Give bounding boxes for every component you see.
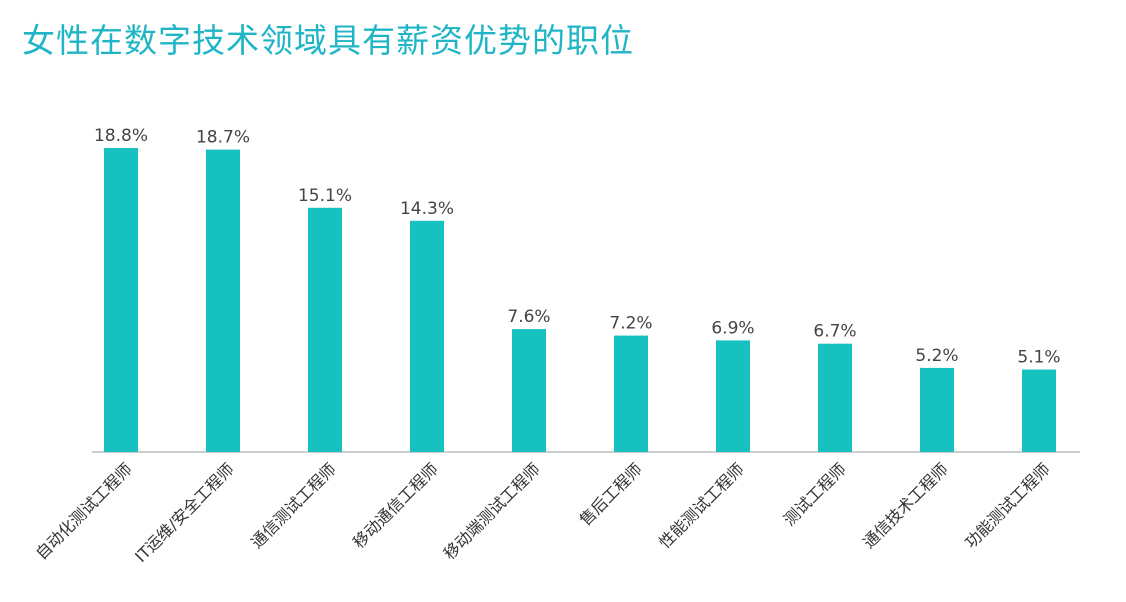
value-label-10: 5.1% xyxy=(1017,348,1060,368)
chart-title: 女性在数字技术领域具有薪资优势的职位 xyxy=(22,21,634,60)
bars-group xyxy=(104,148,1056,452)
value-labels-group: 18.8% 18.7% 15.1% 14.3% 7.6% 7.2% 6.9% 6.7% 5.2%… xyxy=(94,126,1061,368)
bar-9 xyxy=(920,367,954,452)
value-label-8: 6.7% xyxy=(813,322,856,342)
value-label-4: 14.3% xyxy=(400,199,454,219)
category-label-10: 功能测试工程师 xyxy=(961,459,1054,552)
value-label-1: 18.8% xyxy=(94,126,148,146)
bar-2 xyxy=(206,149,240,452)
value-label-9: 5.2% xyxy=(915,346,958,366)
category-label-1: 自动化测试工程师 xyxy=(32,459,136,563)
bar-6 xyxy=(614,335,648,452)
bar-5 xyxy=(512,329,546,452)
bar-1 xyxy=(104,148,138,452)
bar-4 xyxy=(410,220,444,452)
bar-7 xyxy=(716,340,750,452)
category-label-9: 通信技术工程师 xyxy=(859,459,952,552)
bar-8 xyxy=(818,343,852,452)
category-label-5: 移动端测试工程师 xyxy=(440,459,544,563)
category-label-8: 测试工程师 xyxy=(780,459,850,529)
category-label-4: 移动通信工程师 xyxy=(349,459,442,552)
category-label-6: 售后工程师 xyxy=(576,459,646,529)
bar-10 xyxy=(1022,369,1056,452)
value-label-6: 7.2% xyxy=(609,314,652,334)
category-label-3: 通信测试工程师 xyxy=(247,459,340,552)
bar-3 xyxy=(308,207,342,452)
value-label-3: 15.1% xyxy=(298,186,352,206)
value-label-5: 7.6% xyxy=(507,307,550,327)
category-label-2: IT运维/安全工程师 xyxy=(131,459,238,566)
value-label-7: 6.9% xyxy=(711,318,754,338)
value-label-2: 18.7% xyxy=(196,128,250,148)
category-label-7: 性能测试工程师 xyxy=(655,459,748,552)
